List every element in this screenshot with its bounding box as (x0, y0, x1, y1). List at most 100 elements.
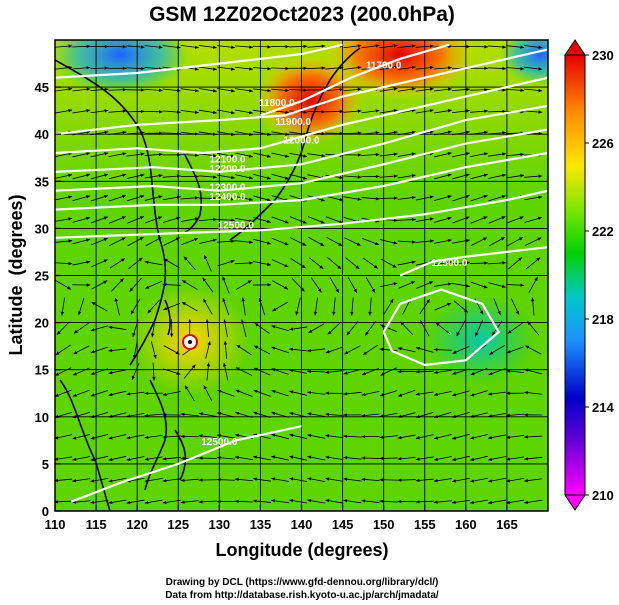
streamline-arrowhead (122, 66, 127, 71)
streamline-arrowhead (78, 311, 82, 316)
streamline-arrowhead (240, 319, 245, 324)
streamline-arrowhead (139, 237, 144, 241)
streamline-arrowhead (488, 371, 493, 376)
streamline-arrowhead (103, 194, 108, 199)
streamline-arrowhead (502, 109, 507, 114)
streamline-arrowhead (140, 109, 145, 114)
streamline-arrowhead (497, 310, 501, 315)
streamline-arrowhead (140, 88, 145, 92)
streamline-arrowhead (475, 332, 479, 337)
streamline-arrowhead (447, 87, 452, 92)
streamline-arrowhead (176, 45, 181, 49)
streamline-arrowhead (520, 152, 525, 157)
streamline-arrowhead (303, 176, 307, 180)
streamline-arrowhead (465, 152, 470, 156)
streamline-arrowhead (108, 414, 113, 418)
streamline-arrowhead (434, 414, 439, 419)
streamline-arrowhead (373, 264, 378, 269)
streamline-arrowhead (86, 152, 91, 156)
streamline-arrowhead (235, 477, 239, 482)
streamline-arrowhead (138, 257, 143, 262)
streamline-arrowhead (393, 174, 398, 178)
streamline-arrowhead (325, 477, 330, 481)
streamline-arrowhead (483, 237, 488, 241)
streamline-arrowhead (198, 412, 203, 416)
streamline-arrowhead (121, 216, 126, 220)
streamline-arrowhead (353, 288, 357, 293)
colorbar: 210 214 218 222 226 230 (564, 39, 614, 511)
streamline-arrowhead (223, 319, 227, 324)
streamline-arrowhead (420, 320, 424, 325)
streamline-arrowhead (267, 45, 272, 49)
streamline-arrowhead (397, 414, 402, 418)
contour-line (55, 76, 548, 155)
streamline-arrowhead (254, 323, 259, 327)
colorbar-top-cap (564, 39, 586, 56)
streamline-arrowhead (375, 174, 380, 179)
streamline-arrowhead (68, 173, 73, 178)
streamline-arrowhead (266, 154, 271, 158)
streamline-arrowhead (303, 154, 308, 158)
streamline-arrowhead (307, 498, 312, 503)
streamline-arrowhead (452, 350, 457, 354)
streamline-arrowhead (520, 174, 525, 178)
streamline-arrowhead (175, 350, 180, 355)
streamline-arrowhead (479, 310, 484, 315)
streamline-arrowhead (162, 457, 167, 461)
streamline-arrowhead (195, 153, 199, 157)
streamline-arrowhead (267, 132, 271, 137)
streamline-arrowhead (307, 412, 312, 416)
streamline-arrowhead (488, 414, 493, 418)
streamline-arrowhead (204, 255, 208, 260)
streamline-arrowhead (271, 499, 276, 503)
streamline-arrowhead (253, 455, 258, 459)
streamline-arrowhead (216, 455, 221, 460)
y-tick-label: 15 (35, 363, 49, 378)
streamline-arrowhead (488, 457, 493, 462)
streamline-arrowhead (194, 45, 199, 50)
streamline-arrowhead (68, 239, 73, 243)
streamline-arrowhead (379, 347, 384, 352)
streamline-arrowhead (357, 44, 362, 48)
streamline-arrowhead (397, 457, 402, 461)
contour-label: 11700.0 (366, 60, 402, 71)
y-axis: 0 5 10 15 20 25 30 35 40 45 (35, 80, 61, 519)
streamline-arrowhead (55, 372, 60, 376)
streamline-arrowhead (426, 299, 430, 304)
streamline-arrowhead (289, 499, 294, 503)
credit-line-drawing: Drawing by DCL (https://www.gfd-dennou.o… (166, 577, 439, 588)
streamline-arrowhead (344, 350, 349, 355)
streamline-arrowhead (507, 329, 512, 334)
streamline-arrowhead (452, 479, 456, 483)
streamline-arrowhead (361, 434, 366, 439)
streamline-arrowhead (235, 411, 240, 416)
streamline-arrowhead (248, 154, 253, 158)
streamline-arrowhead (55, 351, 60, 355)
streamline-arrowhead (307, 348, 312, 353)
streamline-arrowhead (363, 351, 367, 355)
streamline-arrowhead (484, 45, 488, 49)
streamline-arrowhead (447, 216, 452, 221)
streamline-arrowhead (343, 477, 348, 481)
streamline-arrowhead (357, 153, 362, 157)
streamline-arrowhead (194, 132, 199, 136)
streamline-arrowhead (198, 478, 203, 482)
streamline-arrowhead (447, 282, 452, 286)
streamline-arrowhead (72, 414, 77, 419)
streamline-arrowhead (271, 325, 276, 329)
streamline-arrowhead (537, 237, 542, 241)
streamline-arrowhead (284, 263, 289, 268)
gridlines (55, 40, 548, 511)
streamline-arrowhead (180, 434, 185, 439)
streamline-arrowhead (452, 392, 457, 397)
streamline-arrowhead (158, 216, 163, 220)
streamline-arrowhead (72, 436, 77, 440)
streamline-arrowhead (254, 345, 259, 349)
streamline-arrowhead (465, 130, 470, 135)
streamline-arrowhead (212, 67, 217, 71)
streamline-arrowhead (163, 306, 168, 311)
streamline-arrowhead (55, 436, 59, 440)
streamline-arrowhead (501, 195, 506, 199)
streamline-arrowhead (339, 109, 344, 114)
